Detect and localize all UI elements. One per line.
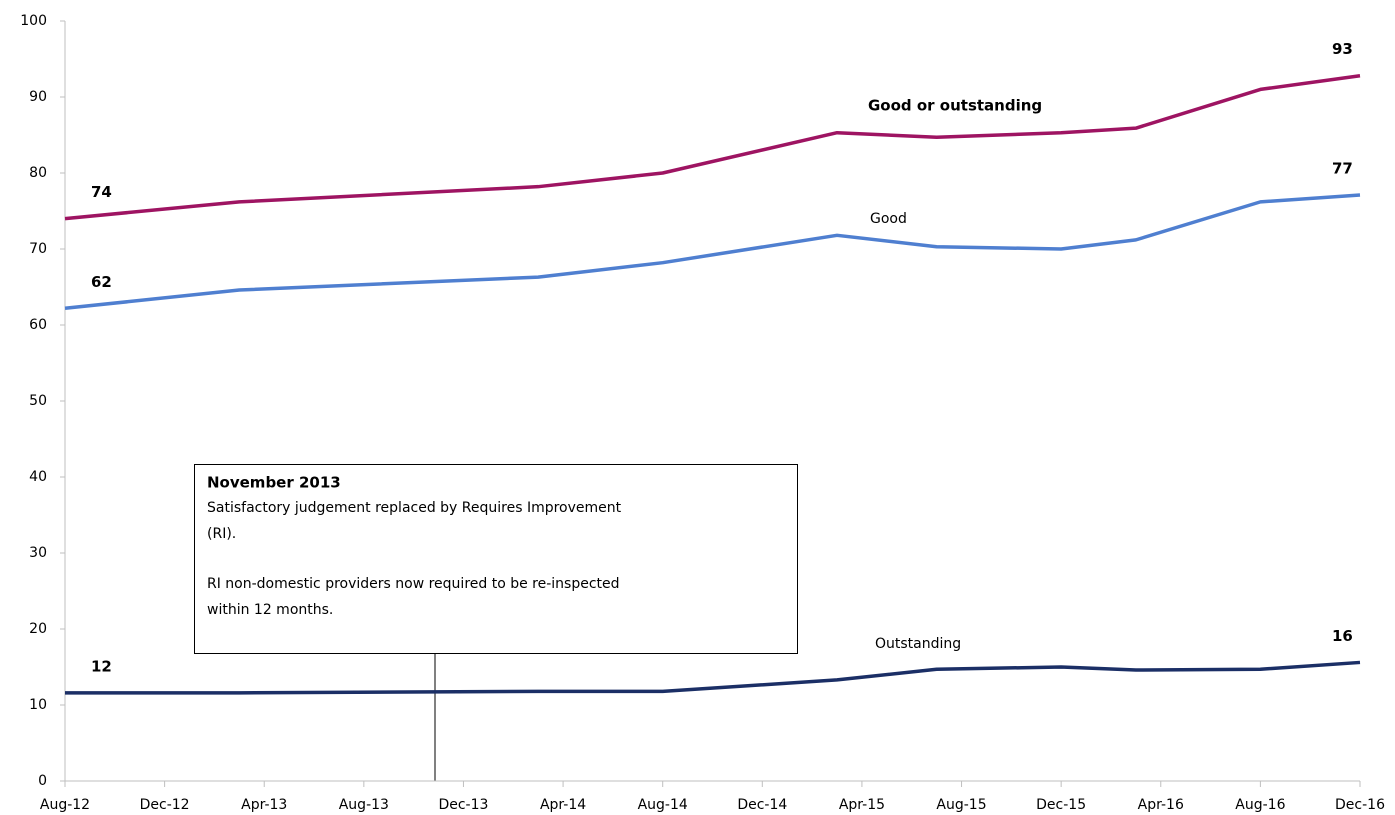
x-tick-label: Dec-15 [1036, 797, 1086, 813]
y-tick-label: 40 [29, 469, 47, 485]
x-tick-label: Dec-13 [438, 797, 488, 813]
x-tick-label: Aug-15 [936, 797, 986, 813]
data-label: 77 [1332, 160, 1353, 178]
x-tick-label: Dec-16 [1335, 797, 1385, 813]
y-tick-label: 60 [29, 317, 47, 333]
annotation-title: November 2013 [207, 474, 341, 492]
y-tick-label: 70 [29, 241, 47, 257]
data-label: 74 [91, 183, 112, 201]
series-label: Good [870, 211, 907, 227]
data-label: 16 [1332, 627, 1353, 645]
series-line [64, 193, 1361, 311]
x-tick-label: Apr-16 [1138, 797, 1184, 813]
y-tick-label: 10 [29, 697, 47, 713]
data-label: 12 [91, 657, 112, 675]
data-label: 93 [1332, 40, 1353, 58]
y-tick-label: 20 [29, 621, 47, 637]
x-tick-label: Apr-14 [540, 797, 586, 813]
x-tick-label: Dec-12 [140, 797, 190, 813]
x-tick-label: Apr-15 [839, 797, 885, 813]
x-tick-label: Aug-13 [339, 797, 389, 813]
x-tick-label: Dec-14 [737, 797, 787, 813]
y-tick-label: 30 [29, 545, 47, 561]
y-tick-label: 0 [38, 773, 47, 789]
series-label: Outstanding [875, 636, 961, 652]
annotation-box [194, 464, 798, 654]
series-line [64, 73, 1361, 221]
x-tick-label: Aug-14 [638, 797, 688, 813]
annotation-line: RI non-domestic providers now required t… [207, 576, 620, 592]
data-label: 62 [91, 273, 112, 291]
annotation-line: Satisfactory judgement replaced by Requi… [207, 500, 622, 516]
y-tick-label: 100 [20, 13, 47, 29]
y-tick-label: 90 [29, 89, 47, 105]
series-label: Good or outstanding [868, 97, 1042, 115]
y-tick-label: 50 [29, 393, 47, 409]
y-tick-label: 80 [29, 165, 47, 181]
series-line [65, 660, 1361, 695]
annotation-line: within 12 months. [207, 602, 333, 618]
annotation-line: (RI). [207, 526, 236, 542]
x-tick-label: Aug-16 [1235, 797, 1285, 813]
x-tick-label: Aug-12 [40, 797, 90, 813]
x-tick-label: Apr-13 [241, 797, 287, 813]
